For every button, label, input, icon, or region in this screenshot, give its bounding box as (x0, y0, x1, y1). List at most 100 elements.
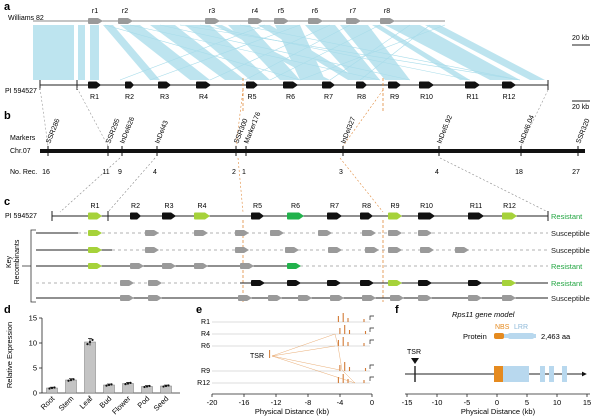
gene-bottom-R11 (465, 81, 480, 89)
gene-top-label-r2: r2 (122, 8, 128, 15)
f-protein-label: Protein (463, 332, 487, 341)
f-tsr-label: TSR (407, 349, 421, 356)
dot-2-1 (88, 340, 92, 344)
c-row-4-gene-8 (418, 295, 432, 301)
gene-bottom-label-R4: R4 (199, 94, 208, 101)
c-row-1 (36, 247, 548, 253)
f-xtick-label-2: -5 (464, 398, 471, 407)
bar-bud (103, 384, 115, 394)
e-row-label-R4: R4 (201, 331, 210, 338)
c-row-0-gene-7 (388, 230, 402, 236)
c-row-4 (36, 295, 548, 301)
phenotype-4: Resistant (551, 279, 583, 288)
c-row-0-gene-6 (362, 230, 376, 236)
f-exon-nbs (494, 366, 503, 382)
d-bars (46, 338, 172, 394)
phenotype-0: Resistant (551, 212, 583, 221)
f-title: Rps11 gene model (452, 310, 515, 319)
rec-row-label: No. Rec. (10, 169, 37, 176)
c-row-3 (36, 280, 548, 286)
c-row-1-gene-4 (328, 247, 342, 253)
e-row-R12: R12 (197, 374, 374, 387)
marker-label-2: InDel626 (119, 116, 136, 145)
c-gene-R2 (130, 212, 141, 220)
c-row-4-gene-3 (268, 295, 282, 301)
e-xticks: -20 -16 -12 -8 -4 0 (207, 394, 374, 407)
gene-bottom-R10 (419, 81, 434, 89)
rec-count-2: 9 (118, 169, 122, 176)
gene-bottom-label-R11: R11 (466, 94, 478, 101)
f-exon-lrr2 (540, 366, 545, 382)
gene-bottom-label-R6: R6 (286, 94, 295, 101)
c-row-0-gene-5 (318, 230, 332, 236)
f-xticks: -15 -10 -5 0 5 10 15 (402, 394, 591, 407)
marker-label-3: InDel43 (154, 120, 170, 145)
xlabel-flower: Flower (110, 394, 133, 417)
c-row-4-gene-6 (362, 295, 376, 301)
c-row-3-gene-6 (388, 280, 402, 286)
e-tss-arrow (369, 364, 374, 369)
gene-bottom-label-R7: R7 (324, 94, 333, 101)
f-protein-lrr (508, 333, 534, 339)
c-row-1-gene-2 (235, 247, 249, 253)
gene-bottom-R5 (246, 81, 258, 89)
c-row-0-gene-2 (194, 230, 208, 236)
e-tss-arrow (369, 376, 374, 381)
xlabel-pod: Pod (136, 394, 152, 410)
c-gene-R9 (388, 212, 402, 220)
c-row-1-gene-1 (145, 247, 159, 253)
gene-bottom-label-R2: R2 (125, 94, 134, 101)
c-gene-R12 (502, 212, 517, 220)
marker-label-8: InDel6.04 (518, 114, 536, 145)
gene-top-label-r6: r6 (312, 8, 318, 15)
b-connector-0 (39, 87, 49, 147)
rec-count-6: 3 (339, 169, 343, 176)
b-connector-1 (76, 87, 109, 147)
markers-row-label: Markers (10, 135, 36, 142)
c-row-2-gene-3 (194, 263, 208, 269)
panel-e: e R1 R4 R6 R9 R12 -20 -16 -12 -8 -4 0 Physical Di… (196, 304, 374, 416)
b-connector-2 (235, 89, 244, 147)
rec-count-1: 11 (102, 169, 109, 176)
dot-0-1 (50, 386, 54, 390)
gene-bottom-R12 (502, 81, 516, 89)
gene-top-r5 (274, 18, 289, 24)
c-gene-label-R10: R10 (420, 203, 433, 210)
dot-4-2 (129, 381, 132, 384)
recombinants-label: Recombinants (14, 239, 21, 284)
gene-bottom-R3 (158, 81, 171, 89)
dot-5-0 (143, 385, 146, 389)
rec-count-9: 27 (572, 169, 580, 176)
f-xtick-label-4: 5 (525, 398, 529, 407)
c-row-4-gene-4 (298, 295, 312, 301)
panel-f-letter: f (395, 304, 399, 316)
b-connector-3 (342, 89, 384, 147)
panel-e-letter: e (196, 304, 202, 316)
genes-top: r1 r2 r3 r4 r5 r6 r7 r8 (88, 8, 395, 24)
c-row-1-gene-7 (420, 247, 434, 253)
f-xtick-label-0: -15 (402, 398, 413, 407)
f-lrr-label: LRR (514, 324, 528, 331)
dot-1-2 (72, 378, 75, 381)
c-gene-R6 (287, 212, 304, 220)
gene-bottom-R4 (196, 81, 211, 89)
gene-bottom-R1 (88, 81, 101, 89)
e-tss-arrow (369, 315, 374, 320)
marker-label-9: SSR320 (575, 118, 591, 145)
xlabel-bud: Bud (98, 394, 114, 410)
c-gene-label-R8: R8 (362, 203, 371, 210)
track-top-label: Williams 82 (8, 15, 44, 22)
c-gene-label-R7: R7 (330, 203, 339, 210)
c-connectors (59, 157, 549, 213)
gene-top-label-r4: r4 (252, 8, 258, 15)
chr-row-label: Chr.07 (10, 148, 31, 155)
track-bottom-label: PI 594527 (5, 88, 37, 95)
c-gene-label-R6: R6 (291, 203, 300, 210)
c-row-2-gene-2 (162, 263, 176, 269)
panel-c: c PI 594527 R1 R2 R3 R4 R5 R6 R7 R8 R9 R10 R11 R12 … (4, 157, 590, 303)
gene-top-r2 (118, 18, 133, 24)
e-xtick-label-2: -12 (271, 398, 282, 407)
c-row-3-gene-7 (418, 280, 432, 286)
c-row-1-gene-5 (365, 247, 379, 253)
